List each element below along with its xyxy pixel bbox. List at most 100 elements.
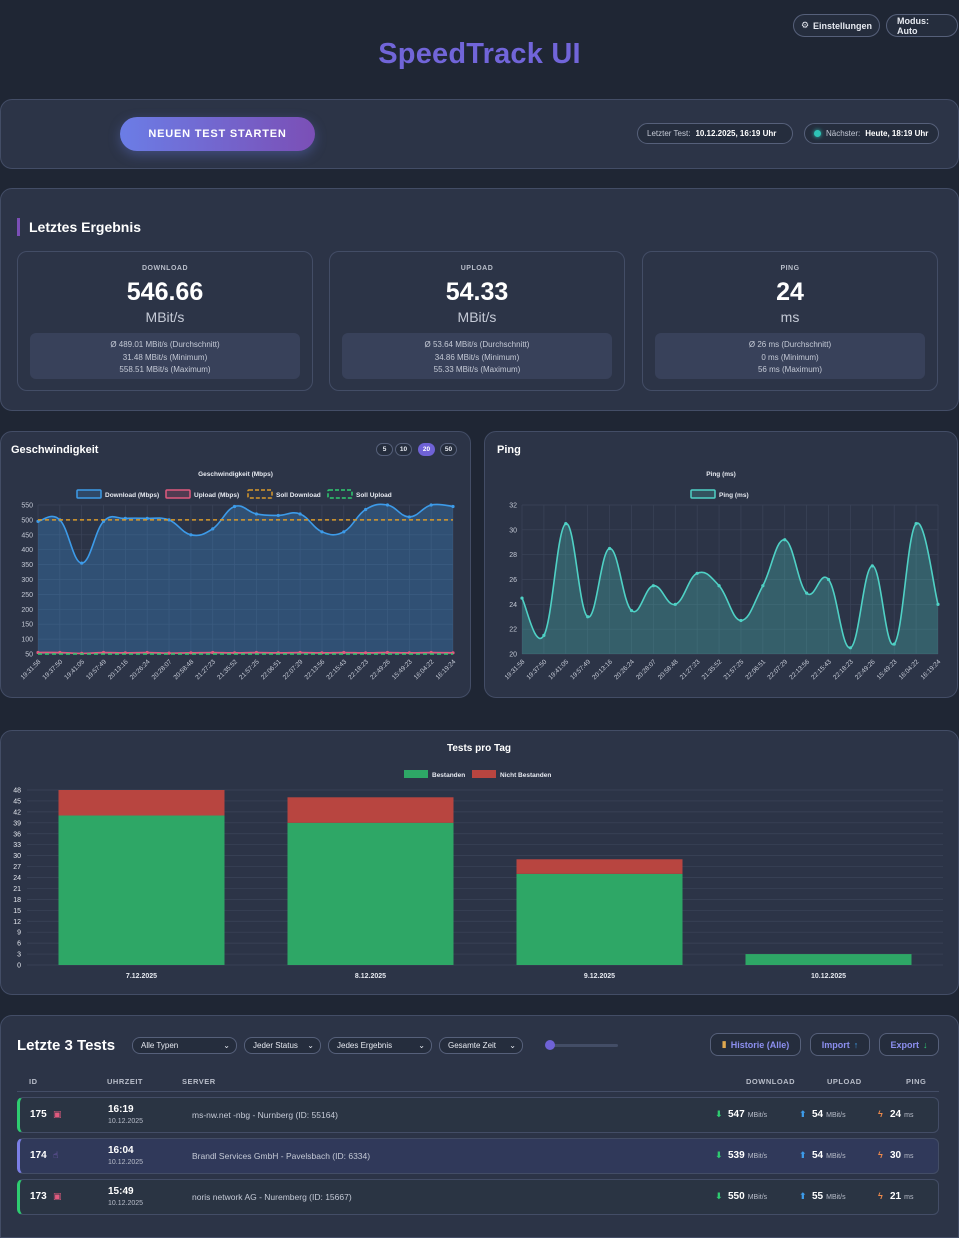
export-button[interactable]: Export ↓: [879, 1033, 939, 1056]
range-10-button[interactable]: 10: [395, 443, 412, 456]
result-filter[interactable]: Jedes Ergebnis ⌄: [328, 1037, 432, 1054]
data-point: [429, 503, 433, 507]
data-point: [717, 584, 721, 588]
arrow-down-icon: ⬇: [715, 1109, 723, 1119]
y-tick-label: 12: [13, 919, 21, 926]
y-tick-label: 500: [21, 517, 33, 524]
upload-result: UPLOAD 54.33 MBit/s Ø 53.64 MBit/s (Durc…: [329, 251, 625, 391]
table-row[interactable]: 175 ▣ 16:19 10.12.2025 ms-nw.net -nbg - …: [17, 1097, 939, 1133]
col-download: DOWNLOAD: [746, 1077, 795, 1086]
range-50-button[interactable]: 50: [440, 443, 457, 456]
data-point: [805, 591, 809, 595]
settings-button[interactable]: ⚙ Einstellungen: [793, 14, 880, 37]
table-row[interactable]: 174 ☝ 16:04 10.12.2025 Brandl Services G…: [17, 1138, 939, 1174]
x-tick-label: 22:13:56: [304, 658, 327, 681]
x-tick-label: 16:19:24: [435, 658, 458, 681]
ping-chart: Ping (ms) Ping (ms) 32 30 28 26 24 22 2019:31:58…: [504, 471, 943, 681]
data-point: [651, 584, 655, 588]
count-slider-track[interactable]: [548, 1044, 618, 1047]
y-tick-label: 250: [21, 592, 33, 599]
upload-stats: Ø 53.64 MBit/s (Durchschnitt) 34.86 MBit/…: [342, 333, 612, 379]
legend-label: Nicht Bestanden: [500, 772, 551, 779]
table-row[interactable]: 173 ▣ 15:49 10.12.2025 noris network AG …: [17, 1179, 939, 1215]
data-point: [739, 618, 743, 623]
x-tick-label: 20:28:07: [635, 658, 658, 681]
data-point: [695, 571, 699, 575]
data-point: [673, 602, 677, 606]
range-20-button[interactable]: 20: [418, 443, 435, 456]
y-tick-label: 22: [509, 627, 517, 634]
data-point: [848, 646, 853, 650]
chevron-down-icon: ⌄: [307, 1041, 314, 1050]
x-tick-label: 19:41:05: [547, 658, 570, 681]
x-tick-label: 19:37:50: [525, 658, 548, 681]
status-filter[interactable]: Jeder Status ⌄: [244, 1037, 321, 1054]
x-tick-label: 22:15:43: [325, 658, 348, 681]
y-tick-label: 28: [509, 552, 517, 559]
type-filter[interactable]: Alle Typen ⌄: [132, 1037, 237, 1054]
x-tick-label: 19:31:58: [504, 658, 527, 681]
bar-segment: [287, 797, 454, 823]
lightning-icon: ϟ: [878, 1109, 883, 1119]
y-tick-label: 39: [13, 820, 21, 827]
x-tick-label: 10.12.2025: [811, 973, 846, 980]
data-point: [254, 512, 259, 516]
y-tick-label: 400: [21, 547, 33, 554]
legend-swatch: [165, 489, 191, 499]
tests-title: Letzte 3 Tests: [17, 1037, 116, 1054]
data-point: [607, 546, 612, 551]
time-filter[interactable]: Gesamte Zeit ⌄: [439, 1037, 523, 1054]
arrow-down-icon: ⬇: [715, 1191, 723, 1201]
mode-button[interactable]: Modus: Auto: [886, 14, 958, 37]
x-tick-label: 20:28:07: [151, 658, 174, 681]
legend-label: Upload (Mbps): [194, 492, 239, 499]
legend-swatch: [690, 489, 716, 499]
chart-title: Geschwindigkeit (Mbps): [198, 471, 273, 478]
x-tick-label: 20:58:48: [657, 658, 680, 681]
data-point: [189, 651, 193, 655]
history-button[interactable]: ▮ Historie (Alle): [710, 1033, 801, 1056]
legend-swatch: [76, 489, 102, 499]
count-slider-handle[interactable]: [545, 1040, 555, 1050]
x-tick-label: 20:13:16: [591, 658, 614, 681]
arrow-down-icon: ⬇: [715, 1150, 723, 1160]
import-button[interactable]: Import ↑: [810, 1033, 870, 1056]
y-tick-label: 50: [25, 652, 33, 659]
next-test-info: Nächster: Heute, 18:19 Uhr: [804, 123, 939, 144]
start-test-button[interactable]: NEUEN TEST STARTEN: [120, 117, 315, 151]
chart-title: Ping (ms): [706, 471, 736, 478]
data-point: [167, 651, 171, 655]
data-point: [385, 503, 390, 507]
y-tick-label: 300: [21, 577, 33, 584]
y-tick-label: 42: [13, 809, 21, 816]
y-tick-label: 18: [13, 897, 21, 904]
data-point: [407, 515, 411, 519]
y-tick-label: 30: [13, 853, 21, 860]
data-point: [364, 651, 368, 655]
range-5-button[interactable]: 5: [376, 443, 393, 456]
data-point: [629, 608, 634, 613]
y-tick-label: 100: [21, 637, 33, 644]
x-tick-label: 21:35:52: [216, 658, 239, 681]
x-tick-label: 20:26:24: [129, 658, 152, 681]
data-point: [542, 633, 546, 637]
y-tick-label: 36: [13, 831, 21, 838]
data-point: [761, 584, 765, 588]
x-tick-label: 22:49:26: [854, 658, 877, 681]
x-tick-label: 22:06:51: [744, 658, 767, 681]
data-point: [320, 530, 324, 534]
x-tick-label: 21:27:23: [194, 658, 217, 681]
bar-segment: [745, 954, 912, 965]
series-area: [522, 523, 938, 654]
data-point: [936, 602, 940, 606]
ping-stats: Ø 26 ms (Durchschnitt) 0 ms (Minimum) 56 m…: [655, 333, 925, 379]
legend-label: Download (Mbps): [105, 492, 159, 499]
scheduled-icon: ▣: [53, 1191, 62, 1201]
data-point: [364, 507, 368, 512]
legend-label: Soll Download: [276, 492, 321, 499]
legend-swatch: [247, 489, 273, 499]
legend-label: Soll Upload: [356, 492, 392, 499]
x-tick-label: 19:57:49: [85, 658, 108, 681]
x-tick-label: 22:15:43: [810, 658, 833, 681]
data-point: [232, 504, 237, 509]
